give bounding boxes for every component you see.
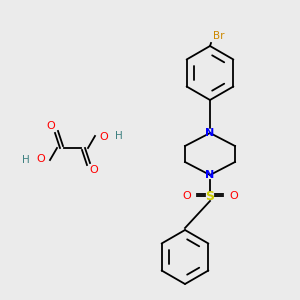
Text: N: N xyxy=(206,170,214,180)
Text: S: S xyxy=(206,190,214,202)
Text: O: O xyxy=(182,191,191,201)
Text: N: N xyxy=(206,128,214,138)
Text: Br: Br xyxy=(213,31,224,41)
Text: H: H xyxy=(115,131,123,141)
Text: O: O xyxy=(229,191,238,201)
Text: O: O xyxy=(100,132,108,142)
Text: O: O xyxy=(90,165,98,175)
Text: O: O xyxy=(46,121,56,131)
Text: O: O xyxy=(37,154,45,164)
Text: H: H xyxy=(22,155,30,165)
